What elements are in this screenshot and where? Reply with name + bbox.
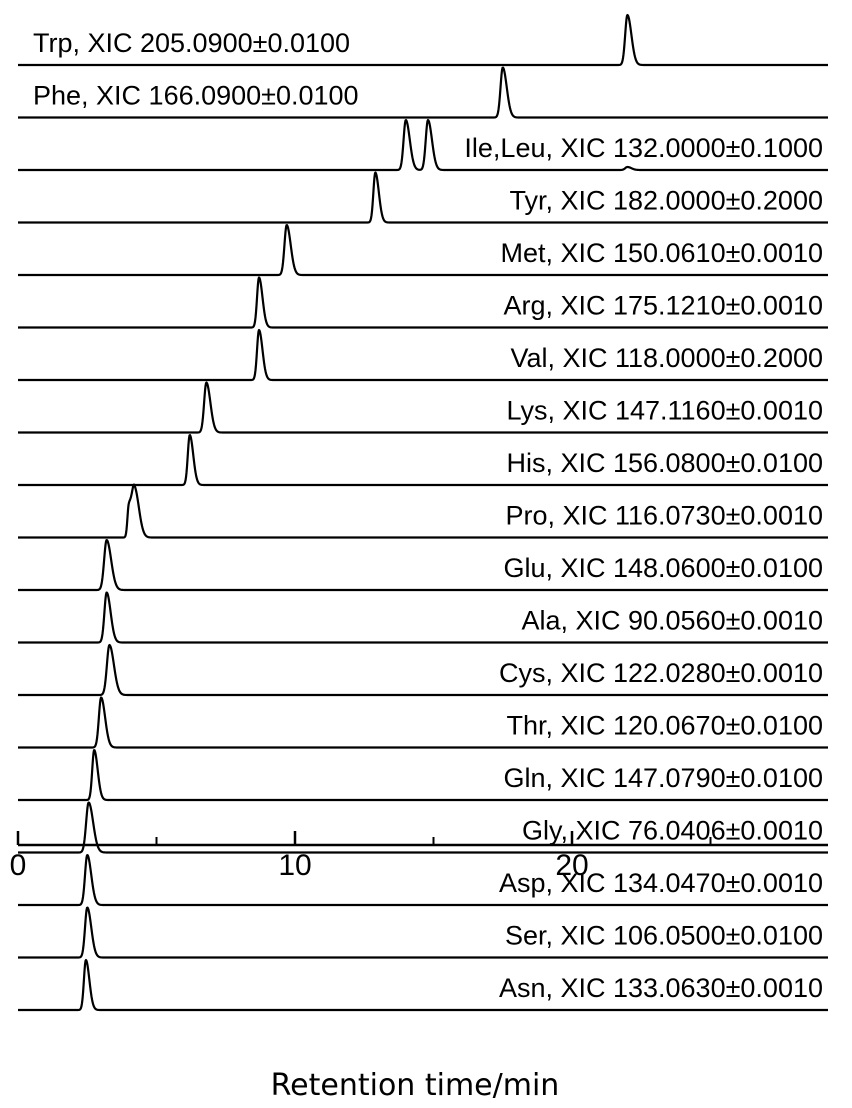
trace-18: Asn, XIC 133.0630±0.0010 bbox=[17, 958, 829, 1012]
trace-12: Cys, XIC 122.0280±0.0010 bbox=[17, 643, 829, 697]
trace-label: Ala, XIC 90.0560±0.0010 bbox=[521, 606, 823, 636]
trace-11: Ala, XIC 90.0560±0.0010 bbox=[17, 591, 829, 644]
trace-8: His, XIC 156.0800±0.0100 bbox=[17, 434, 829, 487]
x-axis: 0 10 20 Retention time/min bbox=[10, 831, 828, 1103]
trace-line bbox=[17, 643, 829, 697]
x-axis-title: Retention time/min bbox=[271, 1068, 560, 1103]
x-axis-ticks: 0 10 20 bbox=[10, 831, 712, 882]
trace-1: Phe, XIC 166.0900±0.0100 bbox=[17, 66, 829, 119]
trace-14: Gln, XIC 147.0790±0.0100 bbox=[17, 749, 829, 802]
trace-label: Trp, XIC 205.0900±0.0100 bbox=[33, 28, 350, 58]
trace-line bbox=[17, 854, 829, 907]
trace-line bbox=[17, 118, 829, 172]
x-tick-label: 0 bbox=[10, 849, 27, 882]
trace-label: Phe, XIC 166.0900±0.0100 bbox=[33, 81, 359, 111]
trace-line bbox=[17, 696, 829, 749]
trace-7: Lys, XIC 147.1160±0.0010 bbox=[17, 381, 829, 434]
trace-label: Lys, XIC 147.1160±0.0010 bbox=[506, 396, 823, 426]
trace-label: Arg, XIC 175.1210±0.0010 bbox=[503, 291, 823, 321]
trace-line bbox=[17, 66, 829, 119]
trace-line bbox=[17, 958, 829, 1012]
trace-6: Val, XIC 118.0000±0.2000 bbox=[17, 328, 829, 382]
trace-line bbox=[17, 483, 829, 539]
trace-stack: Trp, XIC 205.0900±0.0100 Phe, XIC 166.090… bbox=[17, 13, 829, 1012]
trace-9: Pro, XIC 116.0730±0.0010 bbox=[17, 483, 829, 539]
trace-label: Gly, XIC 76.0406±0.0010 bbox=[522, 816, 823, 846]
trace-line bbox=[17, 906, 829, 959]
trace-line bbox=[17, 591, 829, 644]
trace-line bbox=[17, 328, 829, 382]
trace-label: Tyr, XIC 182.0000±0.2000 bbox=[509, 186, 823, 216]
trace-line bbox=[17, 224, 829, 277]
trace-label: His, XIC 156.0800±0.0100 bbox=[506, 448, 823, 478]
trace-2: Ile,Leu, XIC 132.0000±0.1000 bbox=[17, 118, 829, 172]
trace-label: Glu, XIC 148.0600±0.0100 bbox=[503, 553, 823, 583]
trace-13: Thr, XIC 120.0670±0.0100 bbox=[17, 696, 829, 749]
trace-label: Thr, XIC 120.0670±0.0100 bbox=[506, 711, 823, 741]
x-tick-label: 20 bbox=[555, 849, 588, 882]
trace-16: Asp, XIC 134.0470±0.0010 bbox=[17, 854, 829, 907]
trace-17: Ser, XIC 106.0500±0.0100 bbox=[17, 906, 829, 959]
x-tick-label: 10 bbox=[278, 849, 311, 882]
trace-line bbox=[17, 276, 829, 329]
trace-5: Arg, XIC 175.1210±0.0010 bbox=[17, 276, 829, 329]
trace-line bbox=[17, 434, 829, 487]
trace-line bbox=[17, 801, 829, 854]
trace-label: Gln, XIC 147.0790±0.0100 bbox=[503, 763, 823, 793]
trace-label: Asn, XIC 133.0630±0.0010 bbox=[499, 973, 823, 1003]
trace-label: Pro, XIC 116.0730±0.0010 bbox=[505, 501, 823, 531]
trace-line bbox=[17, 538, 829, 592]
trace-label: Cys, XIC 122.0280±0.0010 bbox=[499, 658, 823, 688]
trace-line bbox=[17, 381, 829, 434]
trace-label: Val, XIC 118.0000±0.2000 bbox=[510, 343, 823, 373]
trace-0: Trp, XIC 205.0900±0.0100 bbox=[17, 13, 829, 67]
trace-label: Ile,Leu, XIC 132.0000±0.1000 bbox=[464, 133, 823, 163]
trace-10: Glu, XIC 148.0600±0.0100 bbox=[17, 538, 829, 592]
trace-4: Met, XIC 150.0610±0.0010 bbox=[17, 224, 829, 277]
trace-label: Met, XIC 150.0610±0.0010 bbox=[500, 238, 823, 268]
trace-line bbox=[17, 171, 829, 224]
trace-3: Tyr, XIC 182.0000±0.2000 bbox=[17, 171, 829, 224]
trace-label: Ser, XIC 106.0500±0.0100 bbox=[505, 921, 823, 951]
trace-label: Asp, XIC 134.0470±0.0010 bbox=[499, 868, 823, 898]
trace-line bbox=[17, 13, 829, 67]
trace-line bbox=[17, 749, 829, 802]
